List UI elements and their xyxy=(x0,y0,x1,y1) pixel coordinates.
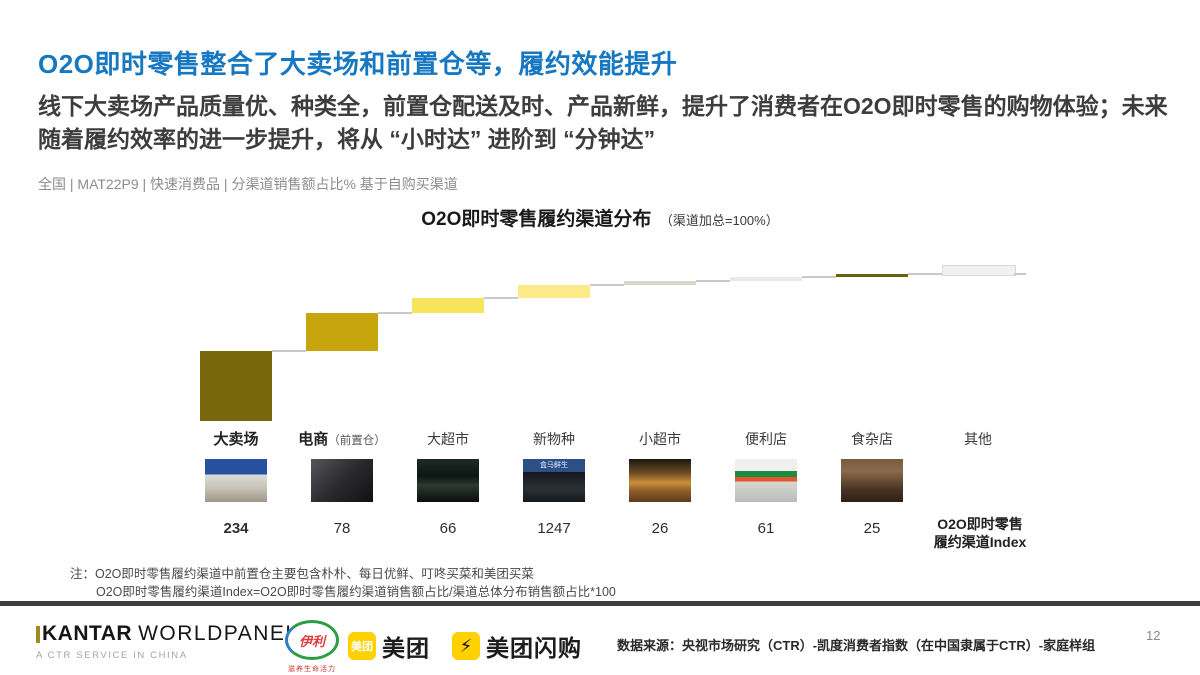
bar-便利店 xyxy=(730,276,802,281)
waterfall-connector xyxy=(696,279,730,282)
index-value-食杂店: 25 xyxy=(863,520,881,537)
waterfall-connector xyxy=(272,349,306,352)
waterfall-connector xyxy=(802,275,836,278)
index-value-便利店: 61 xyxy=(757,520,775,537)
store-sign-text: 盒马鲜生 xyxy=(540,462,568,469)
kantar-logo-subtitle: A CTR SERVICE IN CHINA xyxy=(36,650,188,661)
supermarket-photo xyxy=(417,459,479,502)
category-label-大卖场: 大卖场 xyxy=(213,431,259,448)
mini-market-photo xyxy=(629,459,691,502)
category-label-大超市: 大超市 xyxy=(427,431,469,447)
waterfall-connector xyxy=(590,284,624,287)
yili-tagline: 滋养生命活力 xyxy=(288,666,336,673)
waterfall-connector-tail xyxy=(1014,272,1026,275)
index-axis-label: O2O即时零售 履约渠道Index xyxy=(933,516,1027,551)
kantar-logo-text: KANTAR xyxy=(42,622,133,645)
footnote-line1: 注：O2O即时零售履约渠道中前置仓主要包含朴朴、每日优鲜、叮咚买菜和美团买菜 xyxy=(70,567,534,581)
chart-title: O2O即时零售履约渠道分布 （渠道加总=100%） xyxy=(0,204,1200,231)
waterfall-connector xyxy=(378,312,412,315)
yili-logo: 伊利 滋养生命活力 xyxy=(284,620,340,674)
meituan-shangou-logo: ⚡ 美团闪购 xyxy=(452,629,582,663)
data-source: 数据来源：央视市场研究（CTR）-凯度消费者指数（在中国隶属于CTR）-家庭样组 xyxy=(617,638,1096,653)
worldpanel-logo-text: WORLDPANEL xyxy=(138,622,299,645)
bar-电商 xyxy=(306,313,378,351)
meituan-logo: 美团 美团 xyxy=(348,629,430,663)
bar-小超市 xyxy=(624,280,696,286)
footnote-line2: O2O即时零售履约渠道Index=O2O即时零售履约渠道销售额占比/渠道总体分布… xyxy=(96,585,616,600)
bar-大卖场 xyxy=(200,350,272,421)
category-label-新物种: 新物种 xyxy=(533,431,575,447)
meituan-shangou-logo-text: 美团闪购 xyxy=(486,635,582,661)
yili-logo-text: 伊利 xyxy=(298,633,325,649)
index-value-大卖场: 234 xyxy=(223,520,249,537)
category-label-其他: 其他 xyxy=(964,431,992,447)
index-value-大超市: 66 xyxy=(439,520,457,537)
page-subtitle: 线下大卖场产品质量优、种类全，前置仓配送及时、产品新鲜，提升了消费者在O2O即时… xyxy=(38,93,1168,152)
category-label-电商: 电商（前置仓） xyxy=(298,431,386,448)
footnotes: 注：O2O即时零售履约渠道中前置仓主要包含朴朴、每日优鲜、叮咚买菜和美团买菜 O… xyxy=(70,565,616,601)
category-label-小超市: 小超市 xyxy=(639,431,681,447)
chart-title-main: O2O即时零售履约渠道分布 xyxy=(421,209,652,230)
bar-新物种 xyxy=(518,285,590,298)
convenience-photo xyxy=(735,459,797,502)
meituan-logo-text: 美团 xyxy=(382,635,430,661)
yili-oval-icon: 伊利 xyxy=(285,620,339,660)
index-value-新物种: 1247 xyxy=(537,520,571,537)
page-title: O2O即时零售整合了大卖场和前置仓等，履约效能提升 xyxy=(38,49,678,79)
hypermarket-photo xyxy=(205,459,267,502)
index-value-电商: 78 xyxy=(333,520,351,537)
lightning-bolt-icon: ⚡ xyxy=(452,632,480,660)
bar-大超市 xyxy=(412,297,484,314)
bar-食杂店 xyxy=(836,273,908,277)
ecommerce-photo xyxy=(311,459,373,502)
category-label-便利店: 便利店 xyxy=(745,431,787,447)
footer-divider xyxy=(0,601,1200,606)
new-species-photo: 盒马鲜生 xyxy=(523,459,585,502)
category-label-食杂店: 食杂店 xyxy=(851,431,893,447)
meituan-badge-icon: 美团 xyxy=(348,632,376,660)
waterfall-connector xyxy=(484,296,518,299)
chart-title-suffix: （渠道加总=100%） xyxy=(659,213,779,228)
page-number: 12 xyxy=(1146,628,1161,643)
kantar-worldpanel-logo: KANTAR WORLDPANEL A CTR SERVICE IN CHINA xyxy=(36,622,299,661)
index-value-小超市: 26 xyxy=(651,520,669,537)
grocery-photo xyxy=(841,459,903,502)
scope-line: 全国 | MAT22P9 | 快速消费品 | 分渠道销售额占比% 基于自购买渠道 xyxy=(38,176,458,192)
waterfall-connector xyxy=(908,272,942,275)
kantar-k-accent xyxy=(36,625,40,643)
bar-其他 xyxy=(942,265,1016,276)
